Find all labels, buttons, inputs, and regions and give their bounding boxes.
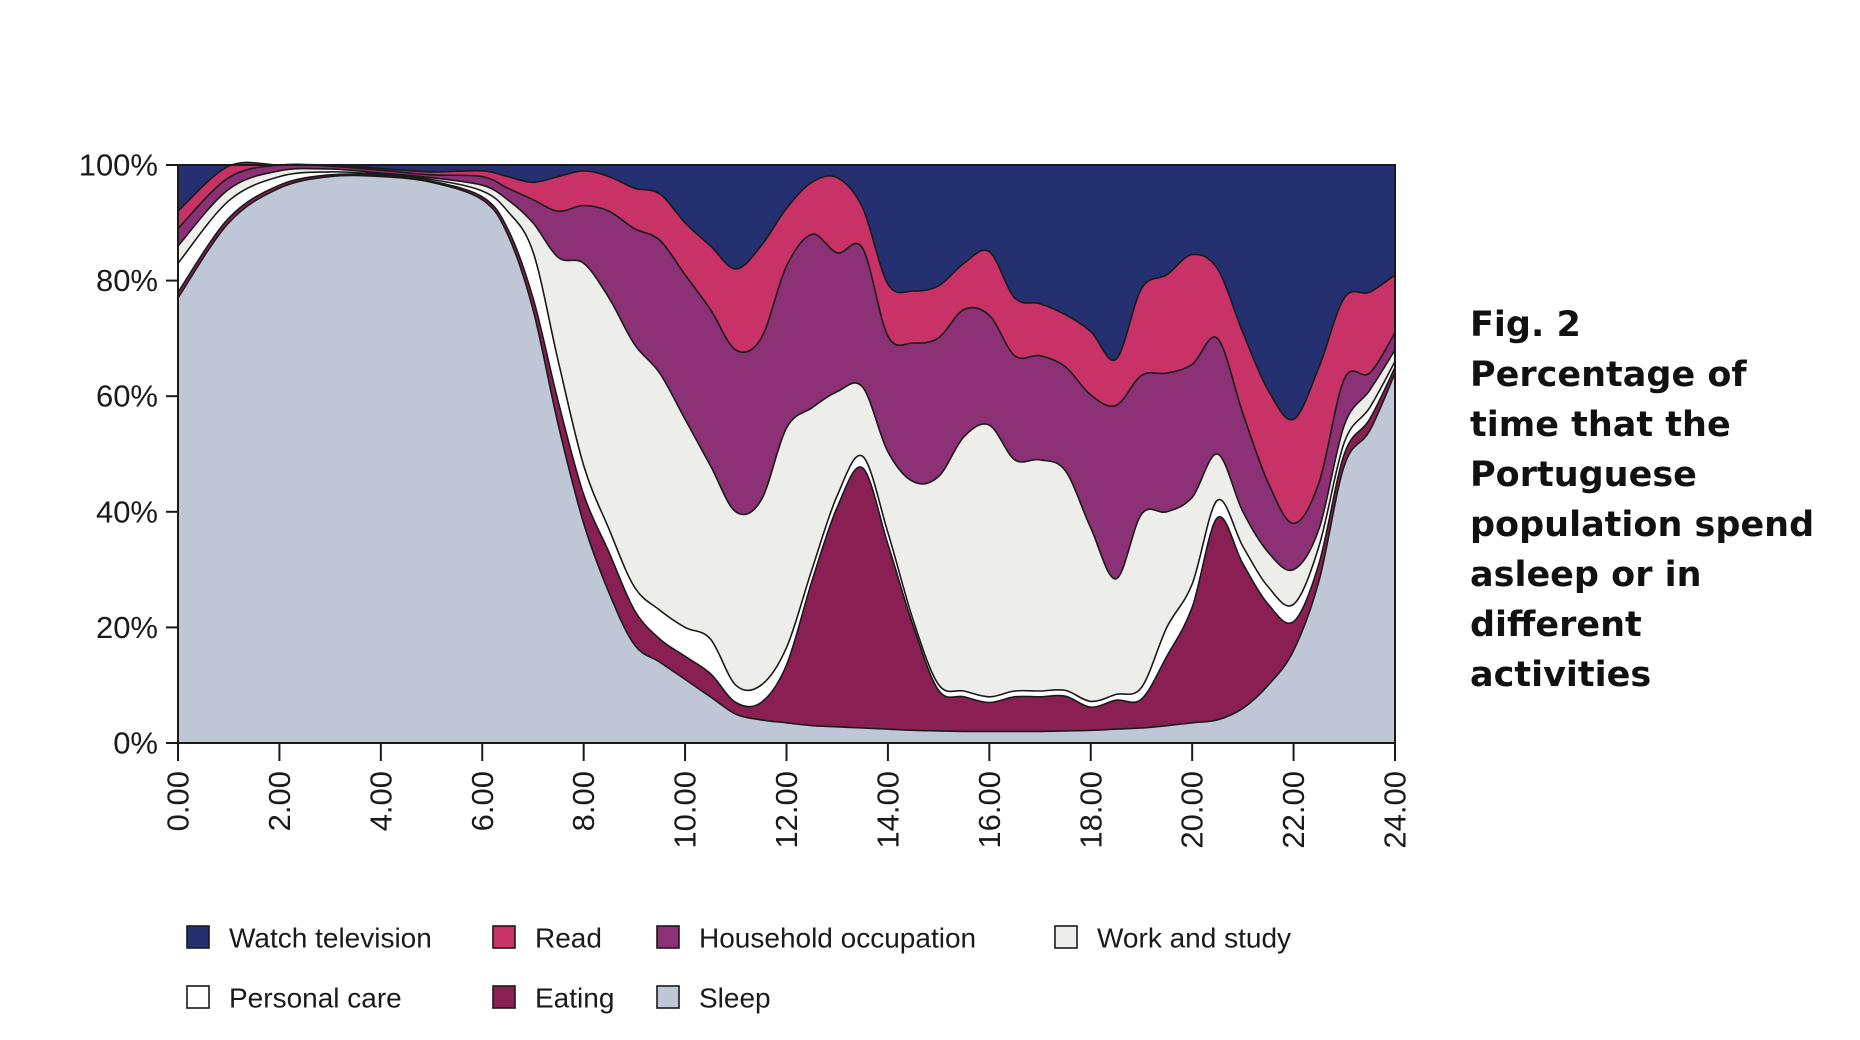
legend-item-household-occupation: Household occupation — [656, 923, 976, 954]
caption-line-4: population spend — [1470, 505, 1815, 545]
y-tick-label: 40% — [96, 494, 158, 529]
caption-line-1: Percentage of — [1470, 355, 1747, 395]
legend-swatch — [1054, 925, 1078, 949]
area-layers — [177, 161, 1396, 744]
y-tick-label: 100% — [79, 148, 158, 183]
legend-swatch — [186, 985, 210, 1009]
x-tick-label: 22.00 — [1276, 771, 1311, 849]
legend-label: Household occupation — [699, 923, 976, 954]
x-tick-label: 12.00 — [769, 771, 804, 849]
legend-swatch — [656, 925, 680, 949]
x-tick-label: 0.00 — [161, 771, 196, 831]
x-tick-label: 24.00 — [1378, 771, 1413, 849]
legend-label: Watch television — [229, 923, 432, 954]
legend-label: Personal care — [229, 983, 402, 1014]
figure-label: Fig. 2 — [1470, 305, 1581, 345]
legend-item-personal-care: Personal care — [186, 983, 402, 1014]
x-tick-label: 20.00 — [1175, 771, 1210, 849]
x-tick-label: 16.00 — [972, 771, 1007, 849]
legend-item-eating: Eating — [492, 983, 614, 1014]
legend-label: Eating — [535, 983, 614, 1014]
x-tick-label: 14.00 — [870, 771, 905, 849]
caption-line-3: Portuguese — [1470, 455, 1697, 495]
x-tick-label: 18.00 — [1073, 771, 1108, 849]
y-tick-label: 60% — [96, 379, 158, 414]
y-tick-label: 0% — [113, 726, 158, 761]
area-sleep — [177, 174, 1396, 744]
y-tick-label: 80% — [96, 263, 158, 298]
x-tick-label: 10.00 — [668, 771, 703, 849]
x-tick-label: 6.00 — [465, 771, 500, 831]
caption-line-7: activities — [1470, 655, 1652, 695]
legend-item-work-and-study: Work and study — [1054, 923, 1291, 954]
figure-caption: Fig. 2 Percentage of time that the Portu… — [1470, 300, 1850, 700]
legend-label: Read — [535, 923, 602, 954]
legend-item-read: Read — [492, 923, 602, 954]
legend-swatch — [186, 925, 210, 949]
caption-line-5: asleep or in — [1470, 555, 1702, 595]
x-tick-label: 8.00 — [566, 771, 601, 831]
chart-legend: Watch television Read Household occupation… — [186, 923, 1291, 1014]
legend-item-watch-television: Watch television — [186, 923, 432, 954]
caption-line-2: time that the — [1470, 405, 1731, 445]
x-tick-label: 2.00 — [262, 771, 297, 831]
legend-item-sleep: Sleep — [656, 983, 771, 1014]
legend-swatch — [492, 985, 516, 1009]
legend-label: Work and study — [1097, 923, 1291, 954]
x-tick-label: 4.00 — [363, 771, 398, 831]
legend-label: Sleep — [699, 983, 771, 1014]
y-tick-label: 20% — [96, 610, 158, 645]
caption-line-6: different — [1470, 605, 1642, 645]
chart-axes: 0.00 2.00 4.00 6.00 8.00 10.00 12.00 14.00 16.00… — [79, 148, 1413, 849]
legend-swatch — [656, 985, 680, 1009]
legend-swatch — [492, 925, 516, 949]
